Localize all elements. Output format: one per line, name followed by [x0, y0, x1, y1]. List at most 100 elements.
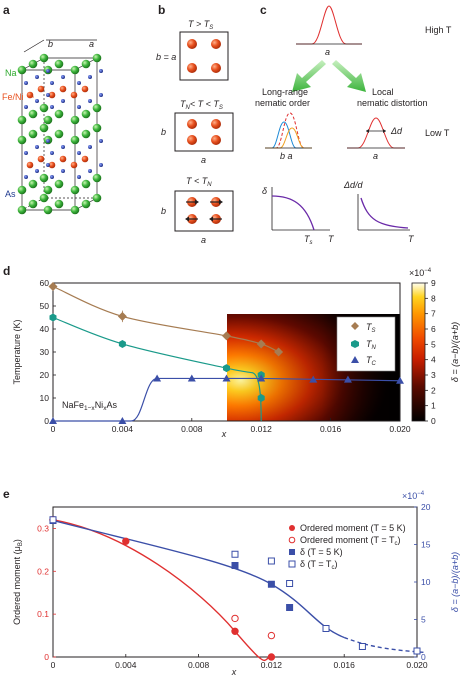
series-2-marker	[231, 562, 239, 569]
x-tick-label: 0.016	[320, 424, 342, 434]
legend-e4-label: δ (T = Tc)	[300, 559, 337, 571]
box1-title: T > TS	[188, 19, 213, 31]
na-atom	[17, 205, 27, 215]
tc-marker	[222, 374, 231, 382]
tc-marker	[309, 375, 318, 383]
colorbar	[411, 282, 426, 422]
as-atom	[77, 175, 81, 179]
fe-atom	[81, 155, 89, 163]
cbar-tick-label: 2	[431, 385, 436, 395]
y2-tick-label: 0	[421, 652, 426, 662]
na-atom	[81, 179, 91, 189]
as-atom	[50, 151, 54, 155]
na-atom	[17, 65, 27, 75]
na-atom	[81, 129, 91, 139]
x-tick-label: 0.012	[251, 424, 273, 434]
inset1-ts-label: Ts	[304, 234, 313, 246]
tc-marker	[343, 375, 352, 383]
plot-d-ylabel: Temperature (K)	[12, 319, 22, 384]
tc-marker	[49, 417, 57, 424]
low-t-left-axis-label: b a	[280, 151, 293, 161]
y-tick-label: 10	[40, 393, 50, 403]
tn-curve	[52, 316, 262, 422]
x-tick-label: 0.012	[261, 660, 283, 670]
na-atom	[39, 193, 49, 203]
na-atom	[70, 65, 80, 75]
colorbar-exponent: ×10−4	[409, 268, 432, 278]
fe-atom	[70, 161, 78, 169]
box3-bottom-label: a	[201, 235, 206, 245]
na-atom	[28, 199, 38, 209]
y-tick-label: 0.2	[37, 566, 49, 576]
as-atom	[46, 139, 50, 143]
local-title-1: Local	[372, 87, 394, 97]
as-atom	[46, 69, 50, 73]
y-tick-label: 50	[40, 301, 50, 311]
box2-left-label: b	[161, 127, 166, 137]
legend-e1-marker	[289, 525, 295, 531]
series-2-marker	[286, 604, 294, 611]
na-atom	[81, 199, 91, 209]
legend-e4-marker	[288, 560, 296, 568]
box2-lattice	[174, 112, 234, 152]
cbar-tick-label: 7	[431, 309, 436, 319]
na-atom	[39, 53, 49, 63]
series-3-marker	[358, 643, 366, 650]
as-label: As	[5, 189, 16, 199]
box1-lattice	[179, 31, 229, 81]
spin-arrow-head	[185, 216, 189, 222]
cbar-tick-label: 8	[431, 293, 436, 303]
legend-e2-label: Ordered moment (T = Tc)	[300, 535, 400, 547]
long-range-title-1: Long-range	[262, 87, 308, 97]
series-1-marker	[267, 631, 276, 640]
inset1-y-label: δ	[262, 186, 268, 196]
tc-marker	[396, 376, 404, 384]
fe-atom	[48, 91, 56, 99]
fe-ni-label: Fe/Ni	[2, 92, 24, 102]
legend-tc-marker	[351, 356, 359, 363]
tc-marker	[118, 417, 127, 424]
x-tick-label: 0.008	[181, 424, 203, 434]
na-atom	[28, 59, 38, 69]
as-atom	[50, 105, 54, 109]
peak-b	[265, 121, 312, 149]
cbar-tick-label: 3	[431, 370, 436, 380]
b1-atom	[187, 39, 197, 49]
inset2-y-label: Δd/d	[343, 180, 364, 190]
legend-e3-marker	[289, 549, 295, 555]
as-atom	[88, 99, 92, 103]
na-atom	[92, 53, 102, 63]
legend-ts-label: TS	[366, 322, 376, 334]
compound-label: NaFe1−xNixAs	[62, 400, 117, 412]
as-atom	[24, 105, 28, 109]
as-atom	[99, 93, 103, 97]
na-atom	[54, 109, 64, 119]
ts-marker	[48, 281, 58, 291]
x-tick-label: 0	[51, 660, 56, 670]
na-atom	[70, 115, 80, 125]
box3-left-label: b	[161, 206, 166, 216]
series-3-marker	[413, 647, 421, 655]
as-atom	[24, 151, 28, 155]
x-tick-label: 0.016	[334, 660, 356, 670]
unit-cell-edge	[23, 39, 45, 53]
series-3-marker	[322, 625, 330, 632]
arrow-right-icon	[332, 60, 366, 92]
na-atom	[43, 115, 53, 125]
panel-a-label: a	[3, 3, 10, 17]
series-3-marker	[231, 550, 239, 558]
axis-b-label: b	[48, 39, 53, 49]
plot-e-markers	[49, 516, 421, 661]
box3-lattice	[174, 190, 234, 232]
x-tick-label: 0.004	[112, 424, 134, 434]
as-atom	[61, 99, 65, 103]
high-t-axis-label: a	[325, 47, 330, 57]
y-tick-label: 0.1	[37, 609, 49, 619]
legend-e3-label: δ (T = 5 K)	[300, 547, 343, 557]
as-atom	[46, 163, 50, 167]
axis-a-label: a	[89, 39, 94, 49]
panel-d: d 0 0.004 0.008 0.012 0.016 0.020010203040506…	[3, 264, 460, 439]
as-atom	[77, 151, 81, 155]
high-t-peak	[296, 5, 362, 45]
series-2-marker	[267, 580, 275, 588]
